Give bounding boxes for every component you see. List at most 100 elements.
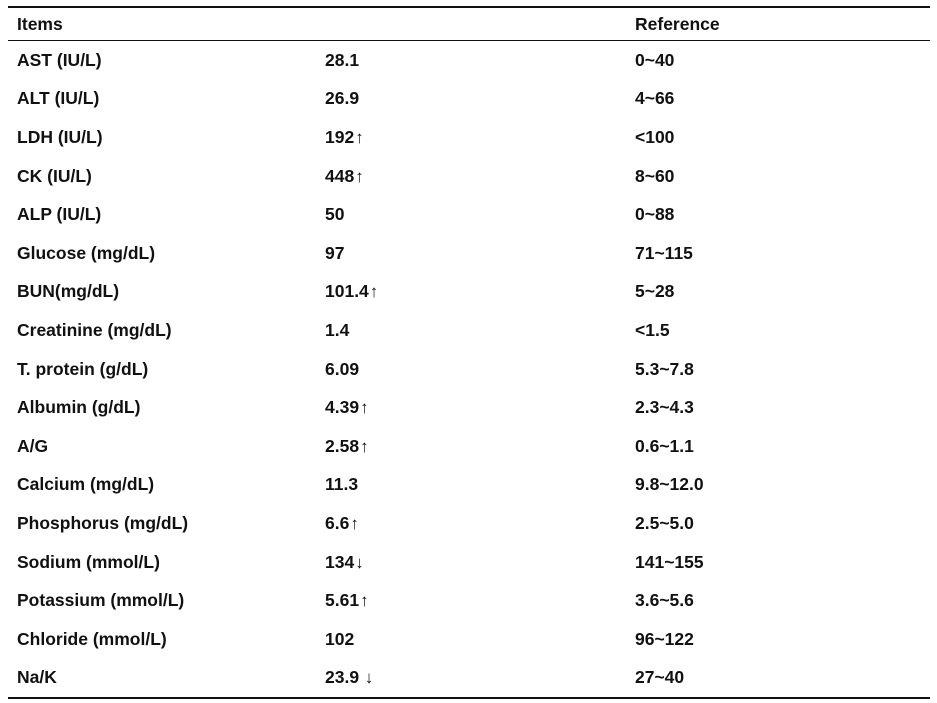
result-value: 102 xyxy=(325,628,355,649)
reference-range-cell: 0~40 xyxy=(635,49,675,70)
reference-range-cell: 0~88 xyxy=(635,204,675,225)
reference-range-cell: 96~122 xyxy=(635,628,694,649)
result-value: 50 xyxy=(325,204,345,225)
result-value-cell: 192↑ xyxy=(316,118,626,157)
table-row: CK (IU/L) 448↑ 8~60 xyxy=(8,157,930,196)
table-row: LDH (IU/L) 192↑ <100 xyxy=(8,118,930,157)
result-value: 4.39 xyxy=(325,397,360,418)
reference-range-cell: 141~155 xyxy=(635,551,704,572)
result-value-cell: 1.4 xyxy=(316,311,626,350)
table-row: Albumin (g/dL) 4.39↑ 2.3~4.3 xyxy=(8,388,930,427)
item-name-cell: LDH (IU/L) xyxy=(17,126,103,147)
arrow-up-icon: ↑ xyxy=(350,513,359,533)
item-name-cell: Potassium (mmol/L) xyxy=(17,590,185,611)
header-reference: Reference xyxy=(635,13,720,34)
result-value-cell: 4.39↑ xyxy=(316,388,626,427)
result-value-cell: 5.61↑ xyxy=(316,581,626,620)
result-value-cell: 28.1 xyxy=(316,41,626,80)
result-value: 192 xyxy=(325,126,355,147)
table-row: Chloride (mmol/L) 102 96~122 xyxy=(8,620,930,659)
arrow-up-icon: ↑ xyxy=(360,398,369,418)
item-name-cell: ALT (IU/L) xyxy=(17,88,100,109)
result-value: 5.61 xyxy=(325,590,360,611)
arrow-up-icon: ↑ xyxy=(355,127,364,147)
header-items: Items xyxy=(17,13,63,34)
result-value-cell: 6.6↑ xyxy=(316,504,626,543)
table-row: Glucose (mg/dL) 97 71~115 xyxy=(8,234,930,273)
table-row: Sodium (mmol/L) 134↓ 141~155 xyxy=(8,543,930,582)
item-name-cell: Chloride (mmol/L) xyxy=(17,628,167,649)
result-value: 2.58 xyxy=(325,435,360,456)
result-value-cell: 50 xyxy=(316,195,626,234)
result-value: 101.4 xyxy=(325,281,369,302)
result-value: 134 xyxy=(325,551,355,572)
result-value: 23.9 xyxy=(325,667,360,688)
result-value-cell: 102 xyxy=(316,620,626,659)
table-row: Potassium (mmol/L) 5.61↑ 3.6~5.6 xyxy=(8,581,930,620)
result-value: 448 xyxy=(325,165,355,186)
header-value xyxy=(316,7,626,41)
result-value-cell: 97 xyxy=(316,234,626,273)
table-row: ALP (IU/L) 50 0~88 xyxy=(8,195,930,234)
arrow-down-icon: ↓ xyxy=(355,552,364,572)
item-name-cell: Creatinine (mg/dL) xyxy=(17,319,172,340)
lab-results-table-container: Items Reference AST (IU/L) 28.1 0~40 ALT (I… xyxy=(8,6,930,699)
table-header-row: Items Reference xyxy=(8,7,930,41)
reference-range-cell: 3.6~5.6 xyxy=(635,590,694,611)
arrow-up-icon: ↑ xyxy=(369,282,379,302)
item-name-cell: Albumin (g/dL) xyxy=(17,397,141,418)
reference-range-cell: 5~28 xyxy=(635,281,675,302)
table-body: AST (IU/L) 28.1 0~40 ALT (IU/L) 26.9 4~66 LDH … xyxy=(8,41,930,699)
reference-range-cell: 0.6~1.1 xyxy=(635,435,694,456)
table-row: ALT (IU/L) 26.9 4~66 xyxy=(8,80,930,119)
reference-range-cell: 71~115 xyxy=(635,242,693,263)
item-name-cell: BUN(mg/dL) xyxy=(17,281,120,302)
arrow-up-icon: ↑ xyxy=(360,436,369,456)
table-row: Calcium (mg/dL) 11.3 9.8~12.0 xyxy=(8,466,930,505)
lab-results-table: Items Reference AST (IU/L) 28.1 0~40 ALT (I… xyxy=(8,6,930,699)
table-row: A/G 2.58↑ 0.6~1.1 xyxy=(8,427,930,466)
item-name-cell: Calcium (mg/dL) xyxy=(17,474,155,495)
table-row: Na/K 23.9 ↓ 27~40 xyxy=(8,659,930,699)
result-value-cell: 23.9 ↓ xyxy=(316,659,626,699)
item-name-cell: CK (IU/L) xyxy=(17,165,92,186)
result-value: 28.1 xyxy=(325,49,360,70)
item-name-cell: ALP (IU/L) xyxy=(17,204,102,225)
result-value-cell: 101.4↑ xyxy=(316,273,626,312)
table-row: BUN(mg/dL) 101.4↑ 5~28 xyxy=(8,273,930,312)
result-value-cell: 6.09 xyxy=(316,350,626,389)
arrow-up-icon: ↑ xyxy=(355,166,364,186)
reference-range-cell: 2.3~4.3 xyxy=(635,397,694,418)
result-value-cell: 26.9 xyxy=(316,80,626,119)
result-value: 6.6 xyxy=(325,512,350,533)
result-value: 11.3 xyxy=(325,474,359,495)
item-name-cell: Glucose (mg/dL) xyxy=(17,242,156,263)
result-value-cell: 134↓ xyxy=(316,543,626,582)
reference-range-cell: <1.5 xyxy=(635,319,670,340)
arrow-down-icon: ↓ xyxy=(360,668,374,688)
result-value: 26.9 xyxy=(325,88,360,109)
table-row: Phosphorus (mg/dL) 6.6↑ 2.5~5.0 xyxy=(8,504,930,543)
result-value-cell: 448↑ xyxy=(316,157,626,196)
reference-range-cell: 8~60 xyxy=(635,165,675,186)
reference-range-cell: <100 xyxy=(635,126,675,147)
result-value-cell: 11.3 xyxy=(316,466,626,505)
item-name-cell: Na/K xyxy=(17,667,57,688)
reference-range-cell: 9.8~12.0 xyxy=(635,474,704,495)
result-value-cell: 2.58↑ xyxy=(316,427,626,466)
arrow-up-icon: ↑ xyxy=(360,591,369,611)
result-value: 6.09 xyxy=(325,358,360,379)
reference-range-cell: 2.5~5.0 xyxy=(635,512,694,533)
item-name-cell: T. protein (g/dL) xyxy=(17,358,149,379)
reference-range-cell: 4~66 xyxy=(635,88,675,109)
reference-range-cell: 27~40 xyxy=(635,667,685,688)
table-row: Creatinine (mg/dL) 1.4 <1.5 xyxy=(8,311,930,350)
item-name-cell: Phosphorus (mg/dL) xyxy=(17,512,189,533)
result-value: 1.4 xyxy=(325,319,350,340)
result-value: 97 xyxy=(325,242,345,263)
table-row: AST (IU/L) 28.1 0~40 xyxy=(8,41,930,80)
item-name-cell: A/G xyxy=(17,435,49,456)
item-name-cell: Sodium (mmol/L) xyxy=(17,551,160,572)
reference-range-cell: 5.3~7.8 xyxy=(635,358,694,379)
table-row: T. protein (g/dL) 6.09 5.3~7.8 xyxy=(8,350,930,389)
